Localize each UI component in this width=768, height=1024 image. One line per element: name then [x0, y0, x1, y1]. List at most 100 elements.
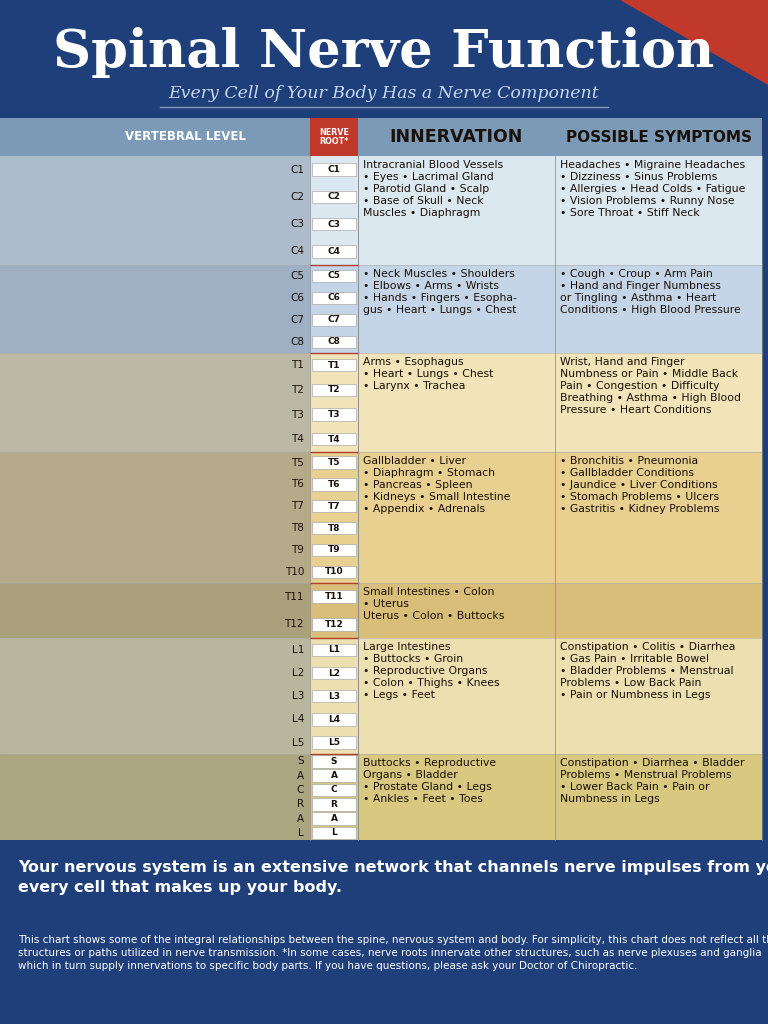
Bar — [0, 156, 310, 265]
Text: T9: T9 — [328, 546, 340, 554]
Text: T5: T5 — [328, 458, 340, 467]
Text: C4: C4 — [290, 247, 304, 256]
Bar — [555, 638, 762, 755]
Text: T9: T9 — [291, 545, 304, 555]
Bar — [312, 643, 356, 656]
Bar — [312, 500, 356, 512]
Bar — [310, 638, 358, 755]
Bar — [310, 118, 358, 156]
Text: C: C — [331, 785, 337, 795]
Text: T2: T2 — [291, 385, 304, 395]
Text: L4: L4 — [328, 715, 340, 724]
Bar — [555, 156, 762, 265]
Bar — [312, 690, 356, 702]
Text: L3: L3 — [292, 691, 304, 701]
Text: C8: C8 — [290, 337, 304, 347]
Bar — [312, 384, 356, 396]
Text: T11: T11 — [325, 592, 343, 601]
Bar — [312, 313, 356, 326]
Text: L1: L1 — [328, 645, 340, 654]
Bar — [312, 433, 356, 445]
Text: Small Intestines • Colon
• Uterus
Uterus • Colon • Buttocks: Small Intestines • Colon • Uterus Uterus… — [363, 587, 505, 621]
Bar — [0, 352, 310, 452]
Bar — [312, 783, 356, 797]
Bar — [358, 583, 555, 638]
Text: A: A — [297, 813, 304, 823]
Bar — [312, 798, 356, 811]
Text: T3: T3 — [328, 410, 340, 419]
Bar — [312, 218, 356, 230]
Bar — [555, 755, 762, 840]
Text: S: S — [297, 757, 304, 766]
Text: • Cough • Croup • Arm Pain
• Hand and Finger Numbness
or Tingling • Asthma • Hea: • Cough • Croup • Arm Pain • Hand and Fi… — [560, 269, 741, 315]
Bar — [555, 452, 762, 583]
Text: • Bronchitis • Pneumonia
• Gallbladder Conditions
• Jaundice • Liver Conditions
: • Bronchitis • Pneumonia • Gallbladder C… — [560, 456, 720, 514]
Text: Large Intestines
• Buttocks • Groin
• Reproductive Organs
• Colon • Thighs • Kne: Large Intestines • Buttocks • Groin • Re… — [363, 642, 500, 700]
Bar — [312, 544, 356, 556]
Bar — [312, 190, 356, 203]
Bar — [312, 812, 356, 824]
Bar — [0, 755, 310, 840]
Text: A: A — [297, 771, 304, 780]
Text: T1: T1 — [291, 360, 304, 370]
Text: C6: C6 — [328, 293, 340, 302]
Text: L5: L5 — [328, 738, 340, 748]
Bar — [312, 755, 356, 768]
Text: Gallbladder • Liver
• Diaphragm • Stomach
• Pancreas • Spleen
• Kidneys • Small : Gallbladder • Liver • Diaphragm • Stomac… — [363, 456, 511, 514]
Text: C6: C6 — [290, 293, 304, 303]
Bar — [358, 638, 555, 755]
Bar — [312, 667, 356, 679]
Bar — [312, 269, 356, 283]
Text: C1: C1 — [290, 165, 304, 175]
Bar — [0, 156, 320, 840]
Text: C2: C2 — [328, 193, 340, 202]
Text: Buttocks • Reproductive
Organs • Bladder
• Prostate Gland • Legs
• Ankles • Feet: Buttocks • Reproductive Organs • Bladder… — [363, 758, 496, 804]
Bar — [312, 478, 356, 490]
Text: Every Cell of Your Body Has a Nerve Component: Every Cell of Your Body Has a Nerve Comp… — [169, 85, 599, 101]
Bar — [312, 358, 356, 372]
Text: T1: T1 — [328, 360, 340, 370]
Text: C7: C7 — [290, 314, 304, 325]
Text: L4: L4 — [292, 715, 304, 724]
Text: T5: T5 — [291, 458, 304, 468]
Text: A: A — [330, 814, 337, 823]
Text: T6: T6 — [291, 479, 304, 489]
Bar — [0, 840, 768, 1024]
Bar — [312, 409, 356, 421]
Bar — [358, 156, 555, 265]
Text: L: L — [331, 828, 337, 838]
Text: Arms • Esophagus
• Heart • Lungs • Chest
• Larynx • Trachea: Arms • Esophagus • Heart • Lungs • Chest… — [363, 356, 493, 391]
Bar — [312, 769, 356, 782]
Bar — [312, 713, 356, 726]
Text: C4: C4 — [327, 247, 340, 256]
Text: T10: T10 — [325, 567, 343, 577]
Text: T11: T11 — [284, 592, 304, 602]
Text: L5: L5 — [292, 737, 304, 748]
Text: C3: C3 — [328, 219, 340, 228]
Text: NERVE
ROOT*: NERVE ROOT* — [319, 128, 349, 146]
Bar — [312, 826, 356, 839]
Bar — [358, 755, 555, 840]
Bar — [312, 522, 356, 535]
Text: R: R — [330, 800, 337, 809]
Text: T7: T7 — [291, 501, 304, 511]
Text: T4: T4 — [328, 435, 340, 443]
Text: C1: C1 — [328, 165, 340, 174]
Text: This chart shows some of the integral relationships between the spine, nervous s: This chart shows some of the integral re… — [18, 935, 768, 971]
Bar — [555, 352, 762, 452]
Text: Your nervous system is an extensive network that channels nerve impulses from yo: Your nervous system is an extensive netw… — [18, 860, 768, 895]
Text: Headaches • Migraine Headaches
• Dizziness • Sinus Problems
• Allergies • Head C: Headaches • Migraine Headaches • Dizzine… — [560, 160, 746, 218]
Text: L3: L3 — [328, 692, 340, 700]
Text: S: S — [331, 757, 337, 766]
Bar — [312, 164, 356, 176]
Text: A: A — [330, 771, 337, 780]
Polygon shape — [620, 0, 768, 85]
Text: C3: C3 — [290, 219, 304, 229]
Text: L1: L1 — [292, 645, 304, 654]
Bar — [0, 452, 310, 583]
Bar — [312, 565, 356, 579]
Bar — [312, 591, 356, 603]
Bar — [310, 452, 358, 583]
Text: Wrist, Hand and Finger
Numbness or Pain • Middle Back
Pain • Congestion • Diffic: Wrist, Hand and Finger Numbness or Pain … — [560, 356, 741, 415]
Bar — [312, 736, 356, 749]
